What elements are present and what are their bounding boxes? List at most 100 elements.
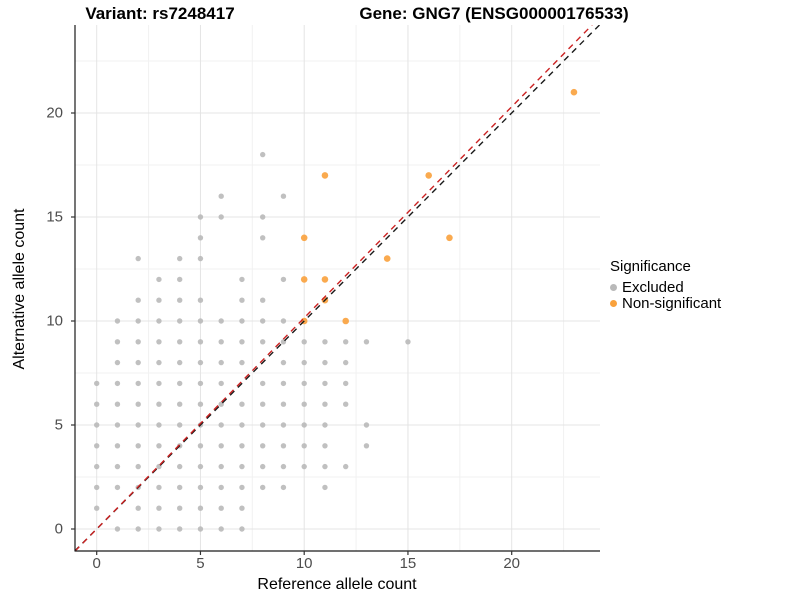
excluded-point	[322, 443, 328, 449]
y-tick-label: 5	[54, 416, 63, 434]
excluded-point	[156, 297, 162, 303]
excluded-point	[135, 297, 141, 303]
excluded-point	[218, 463, 224, 470]
excluded-point	[177, 505, 183, 511]
excluded-point	[301, 463, 307, 470]
excluded-point	[301, 380, 307, 387]
excluded-point	[363, 422, 370, 428]
excluded-point	[280, 401, 287, 407]
nonsignificant-point	[300, 234, 308, 242]
excluded-point	[94, 443, 100, 449]
excluded-point	[114, 359, 121, 366]
excluded-point	[135, 505, 141, 511]
excluded-point	[301, 339, 307, 345]
excluded-point	[197, 484, 204, 491]
excluded-point	[322, 401, 328, 407]
x-axis-title: Reference allele count	[257, 576, 417, 593]
excluded-point	[239, 443, 245, 449]
excluded-point	[239, 359, 245, 366]
y-tick-label: 20	[46, 104, 63, 122]
excluded-point	[218, 505, 224, 511]
excluded-point	[94, 484, 100, 491]
excluded-point	[135, 318, 141, 324]
excluded-point	[280, 193, 287, 199]
excluded-point	[218, 380, 224, 387]
x-tick-label: 20	[503, 555, 521, 572]
gene-title: Gene: GNG7 (ENSG00000176533)	[359, 4, 629, 23]
nonsignificant-point	[321, 172, 329, 179]
excluded-point	[322, 422, 328, 428]
excluded-point	[260, 422, 266, 428]
excluded-point	[218, 214, 224, 220]
excluded-point	[260, 463, 266, 470]
excluded-point	[239, 526, 245, 532]
excluded-point	[156, 318, 162, 324]
excluded-point	[135, 339, 141, 345]
reference-lines	[75, 25, 600, 551]
excluded-point	[239, 484, 245, 491]
excluded-point	[197, 235, 204, 241]
excluded-point	[218, 484, 224, 491]
excluded-point	[135, 401, 141, 407]
legend-item-nonsignificant: Non-significant	[610, 295, 721, 312]
excluded-point	[177, 526, 183, 532]
excluded-point	[177, 318, 183, 324]
excluded-point	[322, 359, 328, 366]
excluded-point	[280, 276, 287, 283]
excluded-point	[280, 359, 287, 366]
data-points	[94, 88, 578, 532]
excluded-point	[363, 443, 370, 449]
nonsignificant-point	[321, 276, 329, 283]
x-tick-label: 15	[399, 555, 417, 572]
excluded-point	[239, 505, 245, 511]
excluded-point	[260, 443, 266, 449]
excluded-point	[156, 484, 162, 491]
excluded-point	[135, 526, 141, 532]
excluded-point	[197, 380, 204, 387]
excluded-point	[135, 443, 141, 449]
excluded-point	[363, 339, 370, 345]
excluded-point	[156, 359, 162, 366]
excluded-point	[197, 443, 204, 449]
excluded-point	[197, 359, 204, 366]
excluded-point	[177, 380, 183, 387]
excluded-point	[260, 380, 266, 387]
excluded-point	[343, 463, 349, 470]
excluded-point	[280, 422, 287, 428]
nonsignificant-point	[425, 172, 433, 179]
excluded-point	[94, 422, 100, 428]
legend-title: Significance	[610, 258, 691, 275]
excluded-dot-icon	[610, 283, 617, 291]
excluded-point	[343, 359, 349, 366]
excluded-point	[218, 422, 224, 428]
excluded-point	[156, 526, 162, 532]
nonsignificant-point	[342, 317, 350, 325]
excluded-point	[177, 297, 183, 303]
excluded-point	[177, 255, 183, 262]
excluded-point	[218, 359, 224, 366]
excluded-point	[114, 526, 121, 532]
y-tick-label: 15	[46, 208, 63, 226]
excluded-point	[114, 443, 121, 449]
excluded-point	[280, 318, 287, 324]
excluded-point	[197, 318, 204, 324]
x-tick-label: 5	[196, 555, 205, 572]
fit-line	[75, 25, 593, 551]
excluded-point	[218, 443, 224, 449]
excluded-point	[177, 401, 183, 407]
excluded-point	[197, 214, 204, 220]
excluded-point	[114, 422, 121, 428]
excluded-point	[343, 339, 349, 345]
excluded-point	[301, 422, 307, 428]
excluded-point	[260, 401, 266, 407]
legend-item-label: Excluded	[622, 278, 684, 296]
excluded-point	[177, 276, 183, 283]
excluded-point	[218, 339, 224, 345]
excluded-point	[197, 255, 204, 262]
excluded-point	[135, 463, 141, 470]
excluded-point	[301, 443, 307, 449]
excluded-point	[239, 297, 245, 303]
excluded-point	[260, 214, 266, 220]
excluded-point	[239, 463, 245, 470]
